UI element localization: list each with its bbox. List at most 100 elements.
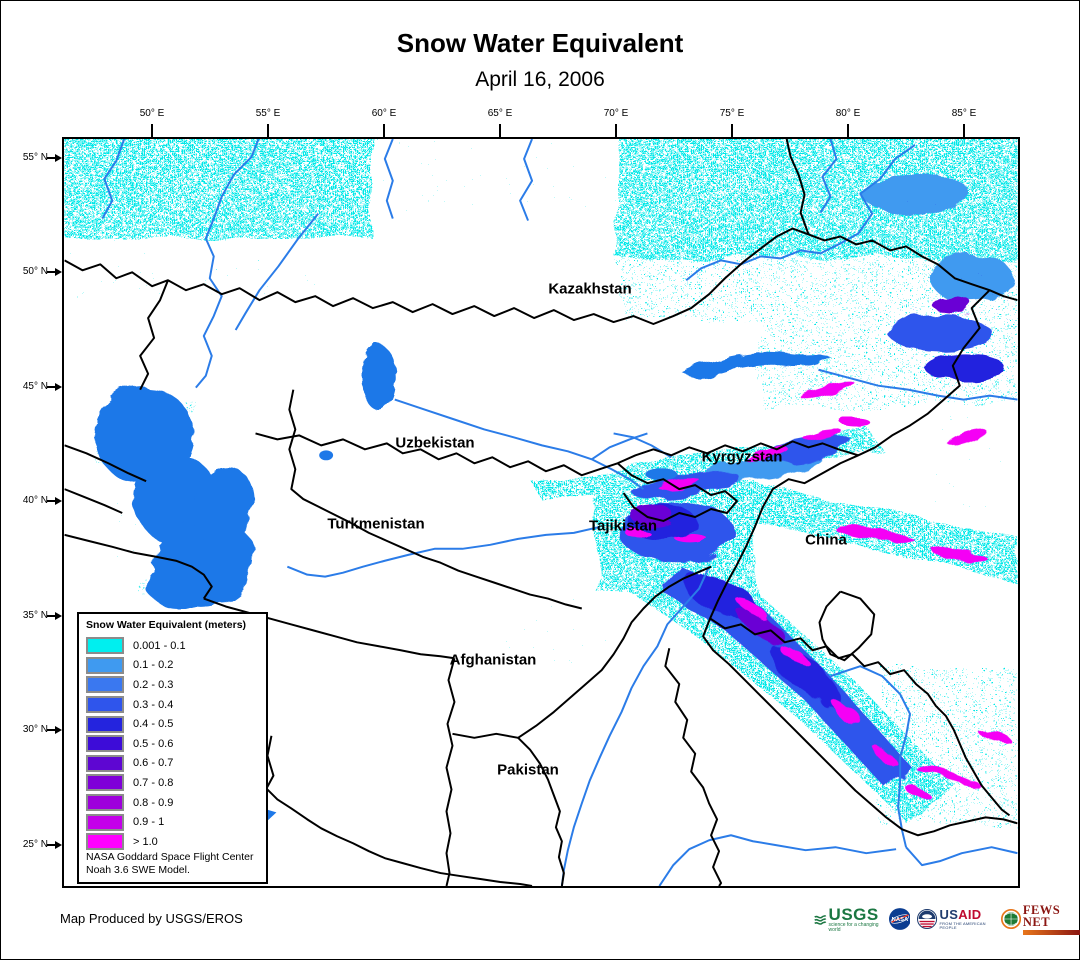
legend-class-label: 0.7 - 0.8	[133, 776, 174, 789]
lat-tick-label: 55° N	[22, 152, 48, 163]
lat-tick-mark	[47, 157, 56, 159]
lat-tick-arrow-icon	[55, 726, 62, 734]
lat-tick-arrow-icon	[55, 612, 62, 620]
legend-swatch	[86, 754, 124, 772]
legend-class-label: 0.001 - 0.1	[133, 639, 186, 652]
legend-class-label: 0.9 - 1	[133, 816, 165, 829]
legend-swatch	[86, 656, 124, 674]
country-borders	[64, 139, 1018, 886]
country-label-kazakhstan: Kazakhstan	[548, 280, 632, 298]
lon-tick-label: 65° E	[487, 108, 513, 119]
lon-tick-label: 70° E	[603, 108, 629, 119]
legend-row: > 1.0	[86, 832, 259, 852]
lat-tick-mark	[47, 386, 56, 388]
legend-swatch	[86, 813, 124, 831]
aral-sea	[361, 344, 396, 411]
legend-swatch	[86, 774, 124, 792]
lat-tick-mark	[47, 271, 56, 273]
lon-tick-mark	[383, 124, 385, 137]
logo-row: USGS science for a changing world NASA U…	[814, 903, 1080, 935]
lat-tick-arrow-icon	[55, 154, 62, 162]
country-label-kyrgyzstan: Kyrgyzstan	[701, 448, 783, 466]
legend-row: 0.9 - 1	[86, 812, 259, 832]
legend-source-note: NASA Goddard Space Flight Center Noah 3.…	[86, 851, 254, 877]
legend-row: 0.6 - 0.7	[86, 754, 259, 774]
legend-row: 0.5 - 0.6	[86, 734, 259, 754]
usgs-tagline: science for a changing world	[828, 921, 879, 933]
lat-tick-mark	[47, 729, 56, 731]
legend-class-label: 0.3 - 0.4	[133, 698, 174, 711]
lon-tick-label: 60° E	[371, 108, 397, 119]
legend-title: Snow Water Equivalent (meters)	[86, 619, 247, 631]
lat-tick-label: 30° N	[22, 724, 48, 735]
lon-tick-mark	[267, 124, 269, 137]
fews-net-logo: FEWS NET	[1000, 902, 1080, 935]
legend-class-label: 0.8 - 0.9	[133, 796, 174, 809]
legend-swatch	[86, 696, 124, 714]
legend-class-label: 0.6 - 0.7	[133, 757, 174, 770]
lon-tick-mark	[151, 124, 153, 137]
lat-tick-label: 25° N	[22, 839, 48, 850]
snow-raster	[64, 139, 1018, 826]
legend-class-label: 0.5 - 0.6	[133, 737, 174, 750]
lat-tick-label: 45° N	[22, 381, 48, 392]
map-credit: Map Produced by USGS/EROS	[60, 911, 243, 926]
page-title: Snow Water Equivalent	[396, 28, 684, 58]
usaid-logo: USAID FROM THE AMERICAN PEOPLE	[917, 907, 993, 931]
lon-tick-label: 50° E	[139, 108, 165, 119]
usgs-wave-icon	[814, 914, 827, 925]
usaid-emblem-icon	[917, 908, 938, 930]
lat-tick-label: 35° N	[22, 610, 48, 621]
lon-tick-mark	[615, 124, 617, 137]
legend-class-label: 0.2 - 0.3	[133, 678, 174, 691]
map-area: Kazakhstan Uzbekistan Kyrgyzstan Turkmen…	[62, 137, 1020, 888]
legend-row: 0.2 - 0.3	[86, 675, 259, 695]
lat-tick-mark	[47, 615, 56, 617]
lon-tick-label: 55° E	[255, 108, 281, 119]
legend-swatch	[86, 794, 124, 812]
legend-swatch	[86, 833, 124, 851]
lat-tick-label: 40° N	[22, 495, 48, 506]
lat-tick-mark	[47, 844, 56, 846]
lat-tick-arrow-icon	[55, 268, 62, 276]
legend-swatch	[86, 637, 124, 655]
legend-row: 0.001 - 0.1	[86, 636, 259, 656]
lat-tick-arrow-icon	[55, 841, 62, 849]
page-subtitle: April 16, 2006	[475, 68, 605, 91]
legend-swatch	[86, 715, 124, 733]
legend-class-label: 0.1 - 0.2	[133, 659, 174, 672]
lon-tick-mark	[499, 124, 501, 137]
nasa-wordmark: NASA	[891, 917, 908, 923]
legend: Snow Water Equivalent (meters) 0.001 - 0…	[77, 612, 268, 884]
usaid-wordmark: USAID	[940, 908, 994, 921]
lat-tick-arrow-icon	[55, 497, 62, 505]
legend-swatch	[86, 735, 124, 753]
fews-net-wordmark: FEWS NET	[1022, 902, 1061, 929]
small-lake	[319, 450, 334, 461]
legend-row: 0.1 - 0.2	[86, 656, 259, 676]
country-label-afghanistan: Afghanistan	[449, 651, 537, 669]
lake-balkhash	[683, 352, 831, 381]
usgs-wordmark: USGS	[828, 904, 879, 924]
legend-source-line1: NASA Goddard Space Flight Center	[86, 851, 254, 863]
lon-tick-label: 75° E	[719, 108, 745, 119]
legend-row: 0.4 - 0.5	[86, 714, 259, 734]
lat-tick-mark	[47, 500, 56, 502]
country-label-turkmenistan: Turkmenistan	[327, 515, 425, 533]
water-bodies	[94, 344, 831, 825]
legend-class-label: 0.4 - 0.5	[133, 718, 174, 731]
lon-tick-label: 80° E	[835, 108, 861, 119]
country-label-china: China	[805, 531, 847, 549]
legend-swatch	[86, 676, 124, 694]
lon-tick-mark	[847, 124, 849, 137]
fews-net-globe-icon	[1000, 908, 1021, 930]
legend-class-label: > 1.0	[133, 835, 158, 848]
usaid-tagline: FROM THE AMERICAN PEOPLE	[939, 921, 986, 930]
usaid-aid-text: AID	[958, 907, 982, 922]
country-label-uzbekistan: Uzbekistan	[395, 434, 475, 452]
lat-tick-label: 50° N	[22, 266, 48, 277]
caspian-sea	[94, 387, 256, 607]
nasa-logo: NASA	[888, 908, 911, 930]
legend-row: 0.7 - 0.8	[86, 773, 259, 793]
